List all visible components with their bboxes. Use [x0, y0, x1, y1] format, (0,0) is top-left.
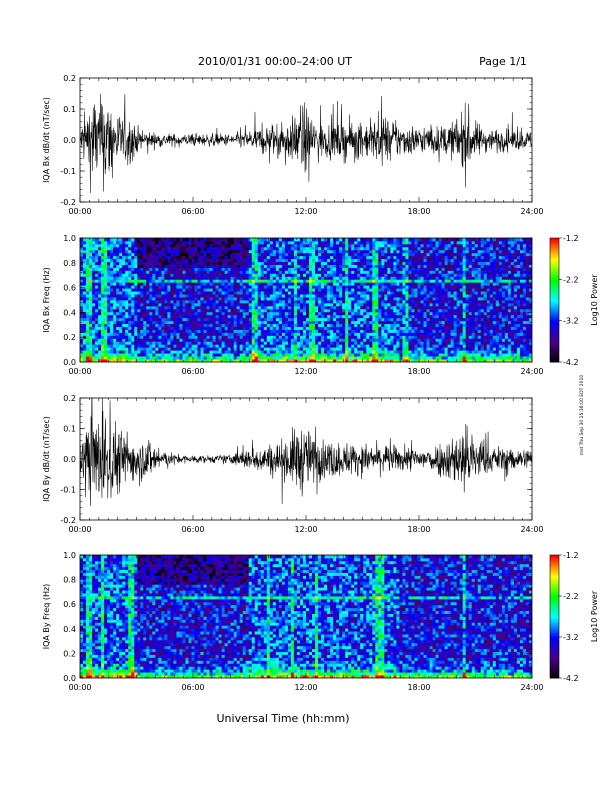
waveform-series	[80, 94, 532, 194]
y-tick-label: 0.6	[63, 600, 76, 609]
y-tick-label: 0.6	[63, 284, 76, 293]
bx-waveform-panel: 00:00 06:00 12:00 18:00 24:00 -0.2 -0.1 0.0 0.1 0…	[42, 74, 544, 216]
y-tick-label: -0.2	[60, 516, 76, 525]
y-axis-label: IQA By Freq (Hz)	[42, 584, 51, 650]
x-tick-label: 18:00	[407, 207, 430, 216]
by-waveform-panel: 00:00 06:00 12:00 18:00 24:00 -0.2 -0.1 0.0 0.1 0…	[42, 394, 544, 534]
y-tick-label: -0.2	[60, 198, 76, 207]
y-tick-label: 0.8	[63, 259, 76, 268]
y-tick-label: 0.0	[63, 455, 76, 464]
x-tick-label: 24:00	[520, 683, 543, 692]
figure-title: 2010/01/31 00:00–24:00 UT	[198, 55, 352, 68]
x-tick-label: 12:00	[294, 683, 317, 692]
y-tick-label: 0.8	[63, 576, 76, 585]
colorbar-tick-label: -1.2	[563, 234, 579, 243]
colorbar: -1.2 -2.2 -3.2 -4.2 Log10 Power	[549, 234, 599, 367]
colorbar-tick-label: -3.2	[563, 633, 579, 642]
spectrogram-cells	[80, 238, 532, 362]
spectrogram-cells	[80, 555, 532, 678]
side-note: mst Thu Sep 30 15:38:00 EDT 2010	[579, 375, 585, 456]
x-tick-label: 24:00	[520, 207, 543, 216]
waveform-series	[80, 398, 532, 506]
x-axis-label: Universal Time (hh:mm)	[217, 712, 350, 725]
y-tick-label: 0.1	[63, 425, 76, 434]
x-tick-label: 00:00	[68, 525, 91, 534]
x-tick-label: 18:00	[407, 525, 430, 534]
colorbar-label: Log10 Power	[590, 274, 599, 326]
y-tick-label: 0.4	[63, 625, 76, 634]
y-tick-label: 1.0	[63, 551, 76, 560]
colorbar: -1.2 -2.2 -3.2 -4.2 Log10 Power	[549, 551, 599, 683]
y-axis-label: IQA Bx Freq (Hz)	[42, 267, 51, 333]
x-tick-label: 00:00	[68, 207, 91, 216]
colorbar-label: Log10 Power	[590, 590, 599, 642]
y-tick-label: 0.2	[63, 394, 76, 403]
y-tick-label: 0.0	[63, 674, 76, 683]
y-tick-label: 0.4	[63, 308, 76, 317]
x-tick-label: 12:00	[294, 525, 317, 534]
page-indicator: Page 1/1	[479, 55, 527, 68]
x-tick-label: 06:00	[181, 683, 204, 692]
x-tick-label: 24:00	[520, 367, 543, 376]
colorbar-tick-label: -4.2	[563, 358, 579, 367]
y-tick-label: 0.2	[63, 333, 76, 342]
x-tick-label: 00:00	[68, 367, 91, 376]
x-tick-label: 24:00	[520, 525, 543, 534]
x-tick-label: 06:00	[181, 367, 204, 376]
bx-spectrogram-panel: -1.2 -2.2 -3.2 -4.2 Log10 Power 00:00 06:00 12:…	[42, 234, 599, 376]
y-tick-label: 0.0	[63, 136, 76, 145]
x-tick-label: 18:00	[407, 683, 430, 692]
y-tick-label: 0.0	[63, 358, 76, 367]
x-tick-label: 00:00	[68, 683, 91, 692]
by-spectrogram-panel: -1.2 -2.2 -3.2 -4.2 Log10 Power 00:00 06:00 12:…	[42, 551, 599, 692]
x-tick-label: 12:00	[294, 367, 317, 376]
y-tick-label: 0.1	[63, 105, 76, 114]
colorbar-tick-label: -2.2	[563, 592, 579, 601]
colorbar-tick-label: -2.2	[563, 275, 579, 284]
x-tick-label: 12:00	[294, 207, 317, 216]
colorbar-tick-label: -4.2	[563, 674, 579, 683]
y-tick-label: 0.2	[63, 649, 76, 658]
x-tick-label: 18:00	[407, 367, 430, 376]
colorbar-tick-label: -1.2	[563, 551, 579, 560]
y-axis-label: IQA Bx dB/dt (nT/sec)	[42, 97, 51, 183]
y-axis-label: IQA By dB/dt (nT/sec)	[42, 416, 51, 502]
x-tick-label: 06:00	[181, 525, 204, 534]
y-tick-label: 1.0	[63, 234, 76, 243]
y-tick-label: 0.2	[63, 74, 76, 83]
x-tick-label: 06:00	[181, 207, 204, 216]
y-tick-label: -0.1	[60, 486, 76, 495]
colorbar-tick-label: -3.2	[563, 317, 579, 326]
y-tick-label: -0.1	[60, 167, 76, 176]
